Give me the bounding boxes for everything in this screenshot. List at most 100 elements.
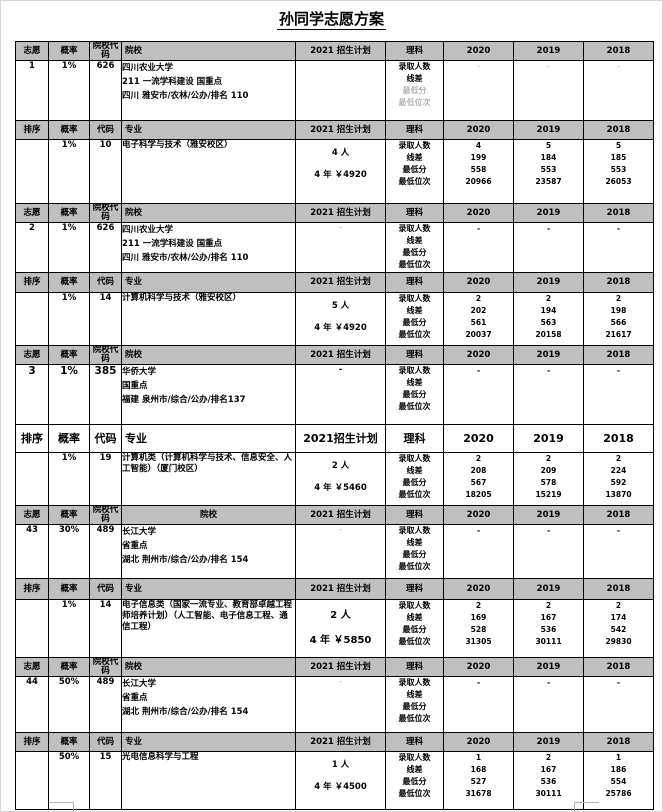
min-score-2018: 553 [610, 165, 627, 174]
page-title: 孙同学志愿方案 [276, 10, 386, 30]
school-location: 四川 雅安市/农林/公办/排名 110 [122, 253, 249, 263]
label-score-gap: 线差 [406, 613, 423, 622]
subject-labels: 录取人数 线差 最低分 最低位次 [385, 751, 444, 810]
label-admitted-count: 录取人数 [398, 366, 431, 375]
school-tier: 国重点 [122, 381, 148, 391]
plan-section: 志愿 概率 院校代码 院校 2021 招生计划 理科 2020 2019 201… [15, 41, 654, 204]
min-rank-2019: 20158 [535, 330, 562, 339]
header-school-code: 院校代码 [89, 203, 122, 223]
school-2018-dash: - [617, 63, 620, 71]
label-admitted-count: 录取人数 [398, 753, 431, 762]
gap-2020: 168 [470, 765, 487, 774]
subject-labels: 录取人数 线差 最低分 最低位次 [385, 60, 444, 121]
label-admitted-count: 录取人数 [398, 62, 431, 71]
plan-headcount: 2 人 [330, 610, 351, 621]
stats-2018: 2 224 592 13870 [583, 452, 654, 506]
major-code: 14 [89, 292, 122, 346]
header-plan-2021: 2021招生计划 [295, 424, 386, 453]
min-rank-2020: 20966 [465, 177, 492, 186]
label-min-score: 最低分 [402, 777, 427, 786]
school-2018-cell: - [583, 222, 654, 273]
label-admitted-count: 录取人数 [398, 454, 431, 463]
header-plan-2021: 2021 招生计划 [295, 203, 386, 223]
school-2020-cell: - [443, 676, 514, 733]
school-2019-cell: - [513, 222, 584, 273]
header-year-2019: 2019 [513, 272, 584, 293]
label-min-score: 最低分 [402, 248, 427, 257]
school-2018-cell: - [583, 364, 654, 425]
major-probability: 1% [48, 599, 90, 658]
header-year-2020: 2020 [443, 41, 514, 61]
label-min-score: 最低分 [402, 318, 427, 327]
wish-number: 2 [15, 222, 49, 273]
school-2018-dash: - [616, 526, 621, 535]
header-school: 院校 [121, 203, 296, 223]
school-location: 四川 雅安市/农林/公办/排名 110 [122, 91, 249, 101]
header-year-2020: 2020 [443, 345, 514, 365]
major-plan-cell: 2 人 4 年 ￥5460 [295, 452, 386, 506]
header-year-2020: 2020 [443, 424, 514, 453]
wish-number: 1 [15, 60, 49, 121]
major-plan-cell: 5 人 4 年 ￥4920 [295, 292, 386, 346]
major-name: 电子信息类（国家一流专业、教育部卓越工程师培养计划）（人工智能、电子信息工程、通… [121, 599, 296, 658]
school-probability: 30% [48, 524, 90, 579]
school-2020-cell: - [443, 364, 514, 425]
gap-2019: 167 [540, 765, 557, 774]
header-probability: 概率 [48, 424, 90, 453]
gap-2020: 199 [470, 153, 487, 162]
label-min-score: 最低分 [402, 702, 427, 711]
school-2019-dash: - [546, 526, 551, 535]
admitted-2018: 2 [615, 294, 622, 303]
min-score-2018: 592 [610, 478, 627, 487]
school-tier: 211 一流学科建设 国重点 [122, 77, 223, 87]
school-row: 1 1% 626 四川农业大学 211 一流学科建设 国重点 四川 雅安市/农林… [15, 60, 654, 121]
header-plan-2021: 2021 招生计划 [295, 41, 386, 61]
label-admitted-count: 录取人数 [398, 294, 431, 303]
header-year-2018: 2018 [583, 345, 654, 365]
rank-number [15, 139, 49, 204]
plan-headcount: 2 人 [331, 461, 350, 471]
stats-2019: 2 194 563 20158 [513, 292, 584, 346]
header-year-2018: 2018 [583, 272, 654, 293]
major-name: 计算机类（计算机科学与技术、信息安全、人工智能）（厦门校区） [121, 452, 296, 506]
header-school-code: 院校代码 [89, 657, 122, 677]
min-rank-2020: 31305 [465, 637, 492, 646]
stats-2020: 2 202 561 20037 [443, 292, 514, 346]
label-score-gap: 线差 [406, 466, 423, 475]
school-2020-dash: - [476, 366, 481, 375]
subject-labels: 录取人数 线差 最低分 最低位次 [385, 222, 444, 273]
page-corner-mark-right [574, 802, 599, 811]
header-subject: 理科 [385, 505, 444, 525]
school-name: 华侨大学 [122, 367, 157, 377]
school-2019-cell: - [513, 364, 584, 425]
school-code: 489 [89, 676, 122, 733]
header-year-2020: 2020 [443, 120, 514, 140]
subject-labels: 录取人数 线差 最低分 最低位次 [385, 524, 444, 579]
school-plan-cell: - [295, 364, 386, 425]
header-major-code: 代码 [89, 424, 122, 453]
label-min-rank: 最低位次 [398, 637, 431, 646]
label-min-rank: 最低位次 [398, 562, 431, 571]
min-rank-2018: 21617 [605, 330, 632, 339]
header-year-2018: 2018 [583, 203, 654, 223]
header-school: 院校 [121, 41, 296, 61]
header-probability: 概率 [48, 657, 90, 677]
school-2020-dash: - [476, 526, 481, 535]
school-plan-cell: - [295, 222, 386, 273]
admitted-2020: 4 [475, 141, 482, 150]
rank-number [15, 751, 49, 810]
header-subject: 理科 [385, 272, 444, 293]
major-probability: 1% [48, 292, 90, 346]
school-2019-cell: - [513, 676, 584, 733]
major-row: 1% 14 电子信息类（国家一流专业、教育部卓越工程师培养计划）（人工智能、电子… [15, 599, 654, 658]
school-2019-cell: - [513, 524, 584, 579]
header-probability: 概率 [48, 345, 90, 365]
stats-2020: 2 169 528 31305 [443, 599, 514, 658]
min-rank-2018: 29830 [605, 637, 632, 646]
stats-2018: 2 198 566 21617 [583, 292, 654, 346]
plan-duration-tuition: 4 年 ￥5460 [314, 483, 367, 493]
stats-2020: 2 208 567 18205 [443, 452, 514, 506]
admitted-2018: 5 [615, 141, 622, 150]
school-probability: 1% [48, 222, 90, 273]
label-admitted-count: 录取人数 [398, 141, 431, 150]
